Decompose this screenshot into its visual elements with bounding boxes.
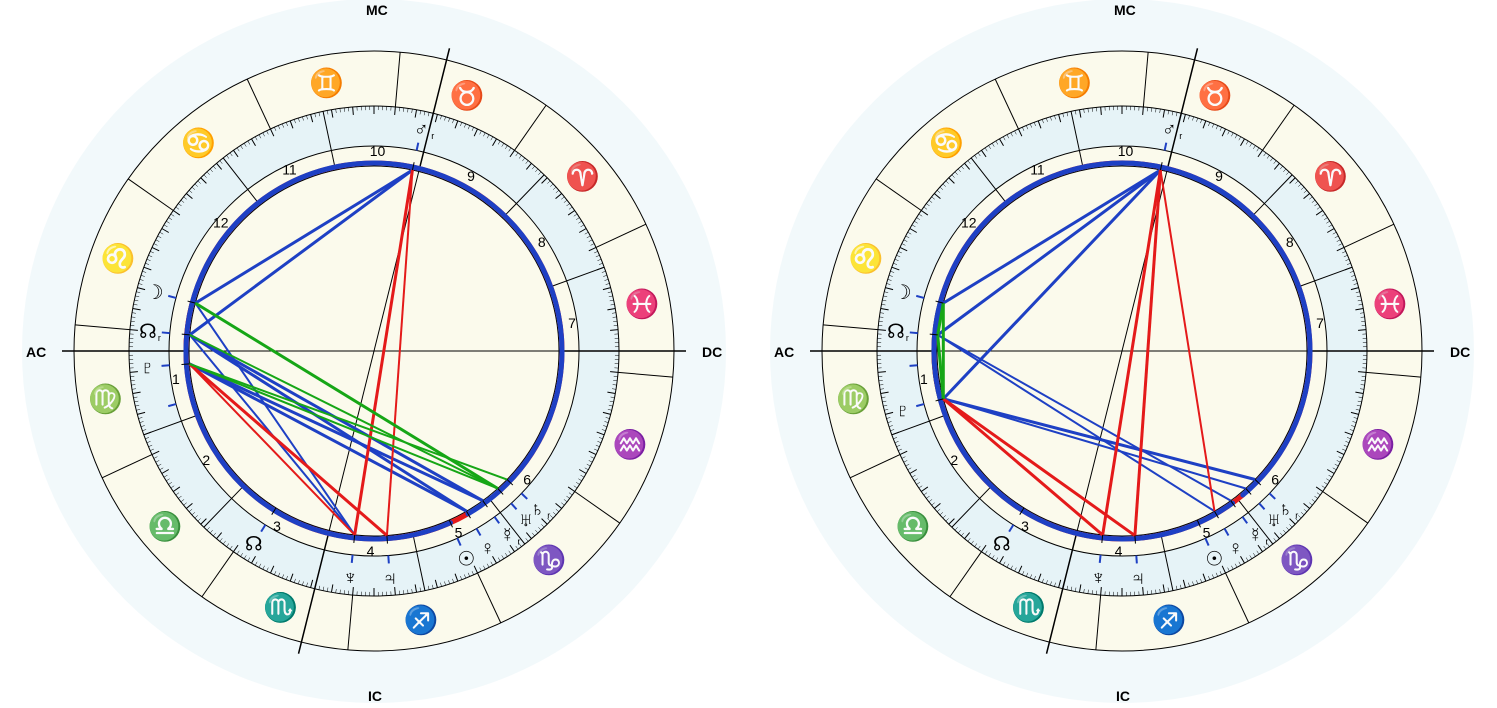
retro-marker: r: [1179, 131, 1182, 141]
zodiac-virgo-icon: ♍: [88, 382, 123, 415]
house-num: 7: [568, 315, 576, 331]
ac-label: AC: [774, 344, 794, 360]
zodiac-capricorn-icon: ♑: [532, 544, 567, 577]
house-num: 9: [1215, 168, 1223, 184]
zodiac-leo-icon: ♌: [848, 242, 883, 275]
retro-marker: r: [906, 333, 909, 343]
house-num: 4: [1115, 543, 1123, 559]
planet-saturn-icon: ♄: [530, 499, 545, 521]
planet-venus-icon: ♀: [480, 538, 495, 560]
planet-venus-icon: ♀: [1228, 538, 1243, 560]
house-num: 11: [1030, 162, 1045, 178]
house-num: 2: [202, 452, 210, 468]
planet-sun-icon: ☉: [457, 548, 475, 570]
planet-nnode-icon: ☊: [245, 534, 263, 556]
house-num: 5: [1203, 524, 1211, 540]
planet-node-icon: ☊: [887, 321, 905, 343]
planet-mercury-icon: ☿: [1248, 525, 1263, 547]
dc-label: DC: [1450, 344, 1470, 360]
zodiac-virgo-icon: ♍: [836, 382, 871, 415]
house-num: 11: [282, 162, 297, 178]
house-num: 1: [172, 371, 180, 387]
retro-marker: r: [158, 333, 161, 343]
planet-nnode-icon: ☊: [993, 534, 1011, 556]
house-num: 6: [523, 472, 531, 488]
zodiac-scorpio-icon: ♏: [263, 591, 298, 624]
planet-mars-icon: ♂: [1162, 119, 1177, 141]
zodiac-taurus-icon: ♉: [1198, 79, 1233, 112]
zodiac-capricorn-icon: ♑: [1280, 544, 1315, 577]
zodiac-taurus-icon: ♉: [450, 79, 485, 112]
planet-jupiter-icon: ♃: [382, 567, 397, 589]
zodiac-libra-icon: ♎: [896, 510, 931, 543]
zodiac-libra-icon: ♎: [148, 510, 183, 543]
dc-label: DC: [702, 344, 722, 360]
zodiac-aquarius-icon: ♒: [1361, 428, 1396, 461]
house-num: 6: [1271, 472, 1279, 488]
retro-marker: r: [547, 511, 550, 521]
mc-label: MC: [366, 2, 388, 18]
planet-mars-icon: ♂: [414, 119, 429, 141]
planet-pluto-icon: ♇: [140, 357, 155, 379]
planet-moon-icon: ☽: [894, 282, 912, 304]
house-num: 3: [273, 518, 281, 534]
planet-jupiter-icon: ♃: [1130, 567, 1145, 589]
ic-label: IC: [1116, 688, 1130, 704]
house-num: 2: [950, 452, 958, 468]
zodiac-cancer-icon: ♋: [929, 126, 964, 159]
house-num: 9: [467, 168, 475, 184]
planet-sun-icon: ☉: [1205, 548, 1223, 570]
mc-label: MC: [1114, 2, 1136, 18]
house-num: 10: [370, 143, 386, 159]
house-num: 8: [1286, 234, 1294, 250]
house-num: 10: [1118, 143, 1134, 159]
chart-svg-left: ♌♋♊♉♈♓♒♑♐♏♎♍123456789101112☽☊r♇☊♆♃☉♀☿r♅♄…: [0, 0, 748, 703]
zodiac-cancer-icon: ♋: [181, 126, 216, 159]
zodiac-aquarius-icon: ♒: [613, 428, 648, 461]
planet-neptune-icon: ♆: [1091, 567, 1106, 589]
planet-neptune-icon: ♆: [343, 567, 358, 589]
planet-mercury-icon: ☿: [500, 525, 515, 547]
house-num: 3: [1021, 518, 1029, 534]
zodiac-sagittarius-icon: ♐: [1152, 603, 1187, 636]
retro-marker: r: [1295, 511, 1298, 521]
zodiac-pisces-icon: ♓: [1373, 288, 1408, 321]
retro-marker: r: [1265, 537, 1268, 547]
charts-container: ♌♋♊♉♈♓♒♑♐♏♎♍123456789101112☽☊r♇☊♆♃☉♀☿r♅♄…: [0, 0, 1497, 703]
planet-node-icon: ☊: [139, 321, 157, 343]
house-num: 7: [1316, 315, 1324, 331]
planet-moon-icon: ☽: [146, 282, 164, 304]
planet-pluto-icon: ♇: [895, 400, 910, 422]
chart-svg-right: ♌♋♊♉♈♓♒♑♐♏♎♍123456789101112☽☊r♇☊♆♃☉♀☿r♅♄…: [748, 0, 1496, 703]
zodiac-leo-icon: ♌: [100, 242, 135, 275]
natal-chart-right: ♌♋♊♉♈♓♒♑♐♏♎♍123456789101112☽☊r♇☊♆♃☉♀☿r♅♄…: [748, 0, 1496, 703]
zodiac-gemini-icon: ♊: [1057, 67, 1092, 100]
planet-saturn-icon: ♄: [1278, 499, 1293, 521]
natal-chart-left: ♌♋♊♉♈♓♒♑♐♏♎♍123456789101112☽☊r♇☊♆♃☉♀☿r♅♄…: [0, 0, 748, 703]
ic-label: IC: [368, 688, 382, 704]
retro-marker: r: [517, 537, 520, 547]
house-num: 12: [213, 214, 229, 230]
retro-marker: r: [431, 131, 434, 141]
house-num: 12: [961, 214, 977, 230]
house-num: 8: [538, 234, 546, 250]
house-num: 4: [367, 543, 375, 559]
zodiac-gemini-icon: ♊: [309, 67, 344, 100]
zodiac-aries-icon: ♈: [565, 160, 600, 193]
ac-label: AC: [26, 344, 46, 360]
zodiac-aries-icon: ♈: [1313, 160, 1348, 193]
house-num: 5: [455, 524, 463, 540]
house-num: 1: [920, 371, 928, 387]
zodiac-pisces-icon: ♓: [625, 288, 660, 321]
zodiac-sagittarius-icon: ♐: [404, 603, 439, 636]
zodiac-scorpio-icon: ♏: [1011, 591, 1046, 624]
